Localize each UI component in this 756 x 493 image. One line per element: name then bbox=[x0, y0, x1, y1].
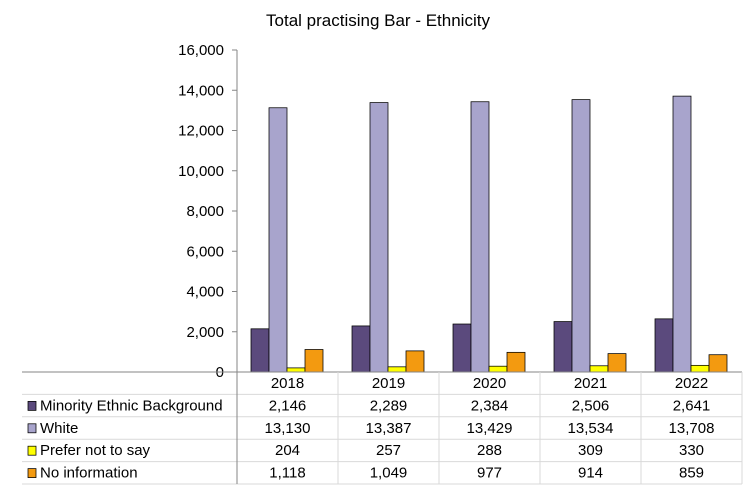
data-table-cell: 914 bbox=[578, 465, 603, 482]
y-axis: 02,0004,0006,0008,00010,00012,00014,0001… bbox=[178, 42, 238, 381]
chart-title: Total practising Bar - Ethnicity bbox=[266, 11, 490, 30]
bar bbox=[452, 323, 472, 373]
data-table-cell: 309 bbox=[578, 442, 603, 459]
data-table-cell: 859 bbox=[679, 465, 704, 482]
x-category-label: 2020 bbox=[473, 375, 506, 392]
data-table-cell: 1,049 bbox=[370, 465, 408, 482]
legend-swatch bbox=[27, 445, 37, 456]
bar bbox=[690, 364, 710, 373]
data-table-cell: 2,506 bbox=[572, 397, 610, 414]
bar bbox=[387, 366, 407, 373]
bar bbox=[589, 365, 609, 373]
data-table-cell: 330 bbox=[679, 442, 704, 459]
x-category-label: 2021 bbox=[574, 375, 607, 392]
legend-label: Minority Ethnic Background bbox=[40, 397, 223, 414]
bar bbox=[488, 365, 508, 373]
legend-label: No information bbox=[40, 465, 138, 482]
legend-label: White bbox=[40, 420, 78, 437]
legend-swatch bbox=[27, 468, 37, 478]
bar bbox=[470, 101, 490, 373]
bar bbox=[506, 351, 526, 373]
bar bbox=[607, 353, 627, 373]
y-tick-label: 16,000 bbox=[178, 42, 224, 59]
x-category-label: 2018 bbox=[271, 375, 304, 392]
bar bbox=[369, 102, 389, 373]
bar bbox=[405, 350, 425, 373]
bars bbox=[250, 95, 728, 373]
x-category-label: 2022 bbox=[675, 375, 708, 392]
y-tick-label: 6,000 bbox=[186, 243, 224, 260]
bar bbox=[708, 354, 728, 373]
data-table-cell: 13,387 bbox=[366, 420, 412, 437]
data-table-cell: 204 bbox=[275, 442, 300, 459]
data-table-cell: 288 bbox=[477, 442, 502, 459]
bar bbox=[672, 95, 692, 373]
data-table-cell: 13,534 bbox=[568, 420, 614, 437]
data-table-cell: 13,130 bbox=[265, 420, 311, 437]
y-tick-label: 4,000 bbox=[186, 284, 224, 301]
y-tick-label: 2,000 bbox=[186, 324, 224, 341]
bar bbox=[286, 367, 306, 373]
data-table-cell: 2,384 bbox=[471, 397, 509, 414]
y-tick-label: 8,000 bbox=[186, 203, 224, 220]
bar bbox=[571, 99, 591, 373]
data-table-cell: 257 bbox=[376, 442, 401, 459]
data-table-cell: 13,708 bbox=[669, 420, 715, 437]
data-table-cell: 2,641 bbox=[673, 397, 711, 414]
y-tick-label: 12,000 bbox=[178, 123, 224, 140]
y-tick-label: 14,000 bbox=[178, 82, 224, 99]
legend-swatch bbox=[27, 423, 37, 434]
x-category-label: 2019 bbox=[372, 375, 405, 392]
bar bbox=[304, 349, 324, 373]
data-table-cell: 13,429 bbox=[467, 420, 513, 437]
legend-label: Prefer not to say bbox=[40, 442, 151, 459]
data-table-cell: 1,118 bbox=[269, 465, 305, 482]
bar bbox=[654, 318, 674, 373]
data-table-cell: 977 bbox=[477, 465, 502, 482]
data-table-cell: 2,146 bbox=[269, 397, 307, 414]
data-table-cell: 2,289 bbox=[370, 397, 408, 414]
data-table: 2018 2019 2020 2021 2022 Minority Ethnic Back… bbox=[22, 371, 743, 485]
bar bbox=[250, 328, 270, 373]
bar bbox=[351, 325, 371, 373]
bar bbox=[553, 321, 573, 373]
legend-swatch bbox=[27, 401, 37, 411]
y-tick-label: 10,000 bbox=[178, 163, 224, 180]
bar bbox=[268, 107, 288, 373]
